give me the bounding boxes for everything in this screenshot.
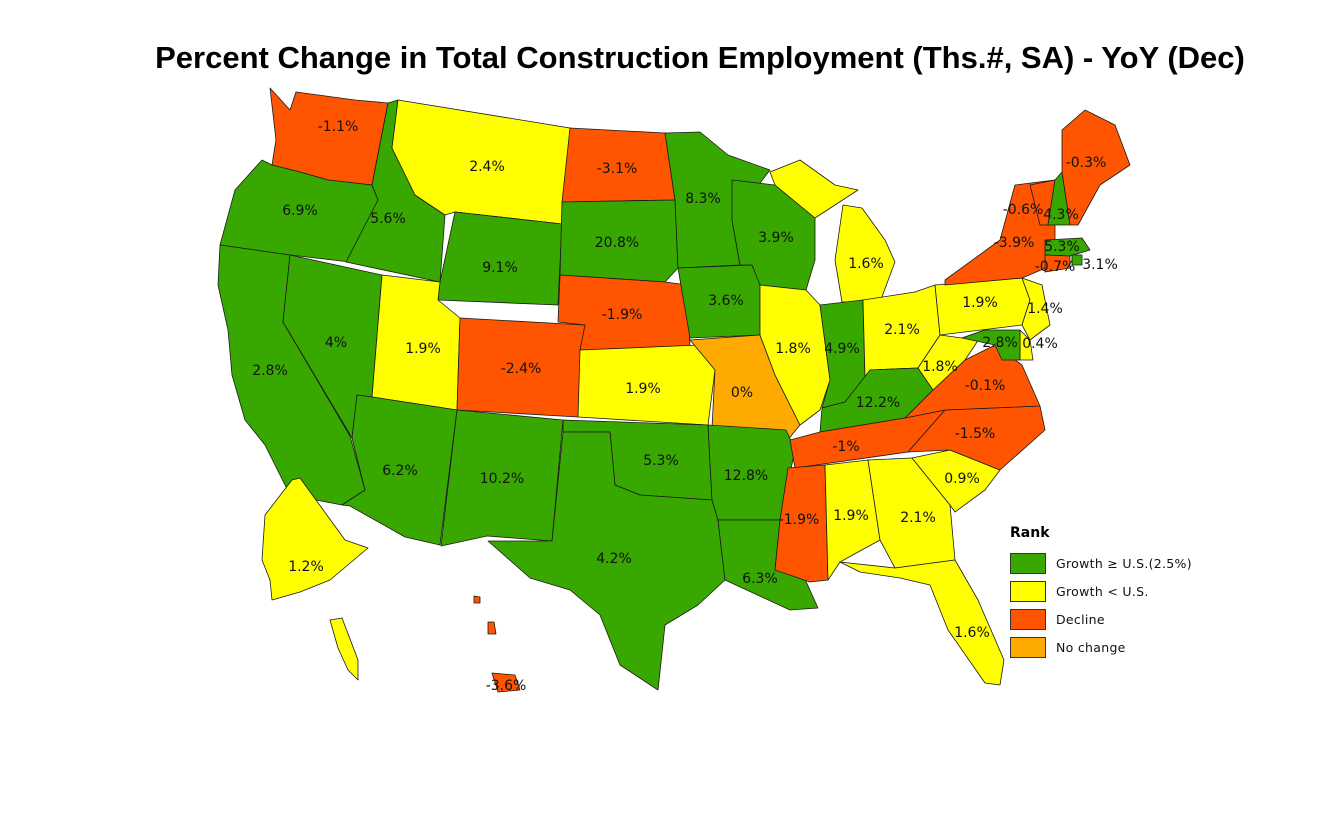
state-md: [961, 329, 1021, 361]
legend-item-growth-below: Growth < U.S.: [1010, 577, 1192, 605]
state-ak: [329, 617, 359, 681]
state-value-label-co: -2.4%: [501, 361, 542, 377]
legend-swatch: [1010, 636, 1046, 658]
legend-swatch: [1010, 580, 1046, 602]
state-value-label-sd: 20.8%: [595, 235, 639, 251]
state-value-label-ne: -1.9%: [602, 307, 643, 323]
state-hi: [473, 595, 481, 604]
state-me: [1061, 109, 1131, 226]
state-value-label-mt: 2.4%: [469, 159, 505, 175]
state-value-label-nm: 10.2%: [480, 471, 524, 487]
state-hi: [491, 672, 521, 693]
legend-label: No change: [1056, 639, 1126, 655]
state-value-label-ia: 3.6%: [708, 293, 744, 309]
state-value-label-al: 1.9%: [833, 508, 869, 524]
state-value-label-mo: 0%: [731, 385, 753, 401]
state-ct: [1044, 254, 1071, 273]
state-sd: [559, 199, 679, 283]
state-value-label-nd: -3.1%: [597, 161, 638, 177]
state-value-label-mi: 1.6%: [848, 256, 884, 272]
state-mi: [834, 204, 896, 303]
state-value-label-ks: 1.9%: [625, 381, 661, 397]
state-value-label-or: 6.9%: [282, 203, 318, 219]
state-value-label-az: 6.2%: [382, 463, 418, 479]
state-value-label-wi: 3.9%: [758, 230, 794, 246]
state-value-label-nc: -1.5%: [955, 426, 996, 442]
state-hi: [487, 621, 497, 635]
state-value-label-ny: -3.9%: [994, 235, 1035, 251]
state-value-label-ga: 2.1%: [900, 510, 936, 526]
state-value-label-ca: 2.8%: [252, 363, 288, 379]
state-value-label-sc: 0.9%: [944, 471, 980, 487]
state-al: [824, 459, 881, 581]
state-tx: [487, 431, 726, 691]
state-value-label-ak: 1.2%: [288, 559, 324, 575]
state-value-label-in: 4.9%: [824, 341, 860, 357]
state-value-label-de: 0.4%: [1022, 336, 1058, 352]
state-mi: [769, 159, 859, 219]
state-value-label-id: 5.6%: [370, 211, 406, 227]
legend-swatch: [1010, 608, 1046, 630]
legend-title: Rank: [1010, 525, 1050, 541]
legend-swatch: [1010, 552, 1046, 574]
state-value-label-hi: -3.6%: [486, 678, 527, 694]
state-value-label-ri: 3.1%: [1082, 257, 1118, 273]
legend-label: Growth < U.S.: [1056, 583, 1149, 599]
legend-label: Growth ≥ U.S.(2.5%): [1056, 555, 1192, 571]
state-value-label-nv: 4%: [325, 335, 347, 351]
state-value-label-mn: 8.3%: [685, 191, 721, 207]
state-value-label-la: 6.3%: [742, 571, 778, 587]
state-ri: [1071, 254, 1083, 266]
state-value-label-tx: 4.2%: [596, 551, 632, 567]
state-value-label-fl: 1.6%: [954, 625, 990, 641]
state-value-label-ma: 5.3%: [1044, 239, 1080, 255]
state-value-label-me: -0.3%: [1066, 155, 1107, 171]
state-value-label-tn: -1%: [832, 439, 859, 455]
state-ks: [577, 344, 716, 426]
state-il: [759, 284, 831, 426]
state-ak: [261, 477, 369, 601]
legend: Rank Growth ≥ U.S.(2.5%) Growth < U.S. D…: [1010, 525, 1192, 661]
state-wy: [437, 211, 563, 306]
map-title: Percent Change in Total Construction Emp…: [155, 40, 1245, 75]
state-value-label-wy: 9.1%: [482, 260, 518, 276]
state-value-label-ok: 5.3%: [643, 453, 679, 469]
state-value-label-ut: 1.9%: [405, 341, 441, 357]
state-ma: [1044, 237, 1091, 257]
state-value-label-pa: 1.9%: [962, 295, 998, 311]
state-value-label-oh: 2.1%: [884, 322, 920, 338]
state-value-label-wa: -1.1%: [318, 119, 359, 135]
state-value-label-md: 2.8%: [982, 335, 1018, 351]
state-fl: [839, 559, 1005, 686]
state-value-label-il: 1.8%: [775, 341, 811, 357]
state-value-label-vt: -0.6%: [1003, 202, 1044, 218]
state-value-label-nj: 1.4%: [1027, 301, 1063, 317]
state-value-label-ky: 12.2%: [856, 395, 900, 411]
legend-label: Decline: [1056, 611, 1105, 627]
legend-item-decline: Decline: [1010, 605, 1192, 633]
legend-item-growth-above: Growth ≥ U.S.(2.5%): [1010, 549, 1192, 577]
legend-item-no-change: No change: [1010, 633, 1192, 661]
state-az: [341, 394, 458, 546]
state-value-label-va: -0.1%: [965, 378, 1006, 394]
state-value-label-ct: -0.7%: [1035, 259, 1076, 275]
state-value-label-ms: -1.9%: [779, 512, 820, 528]
state-value-label-ar: 12.8%: [724, 468, 768, 484]
state-nm: [440, 409, 564, 547]
state-value-label-nh: 4.3%: [1043, 207, 1079, 223]
state-value-label-wv: 1.8%: [922, 359, 958, 375]
